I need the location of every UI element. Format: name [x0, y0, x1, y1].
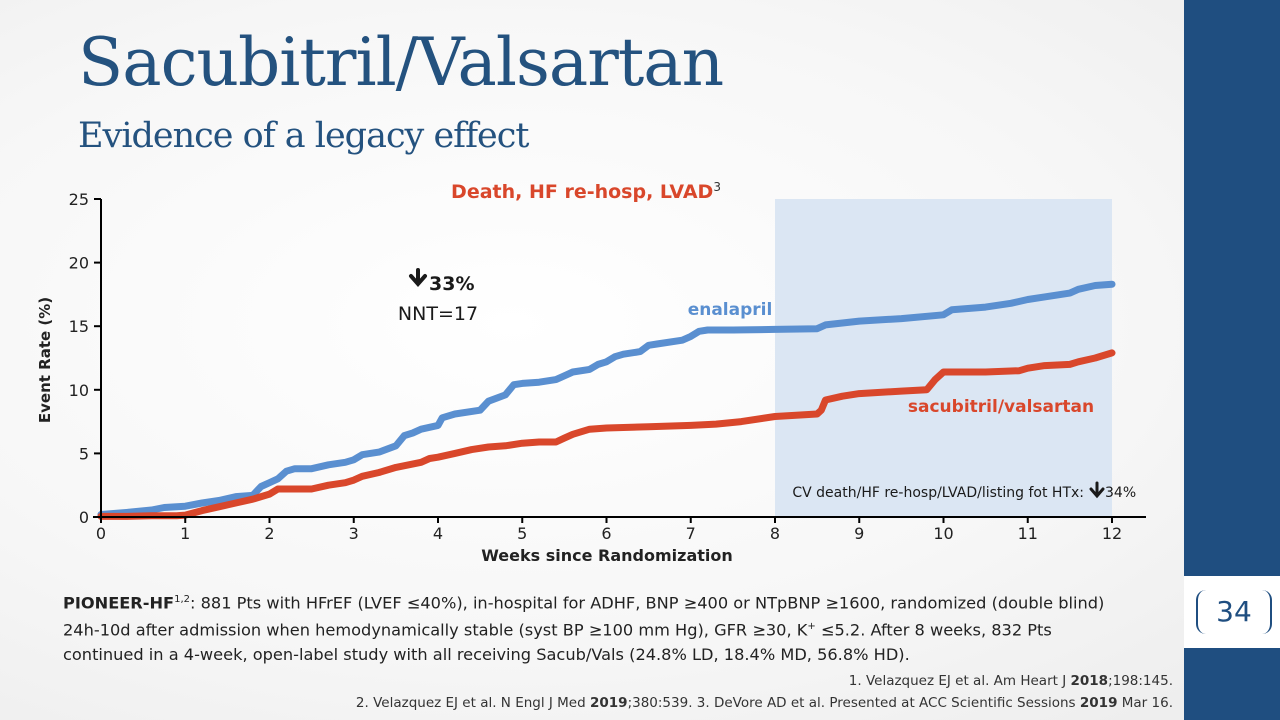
- x-tick-label: 5: [517, 524, 527, 543]
- reduction-value: 33%: [429, 273, 474, 295]
- references: 1. Velazquez EJ et al. Am Heart J 2018;1…: [356, 670, 1173, 714]
- nnt-value: NNT=17: [398, 303, 478, 325]
- x-tick-label: 4: [433, 524, 443, 543]
- description-line-1: : 881 Pts with HFrEF (LVEF ≤40%), in-hos…: [190, 593, 1105, 613]
- x-tick-label: 0: [96, 524, 106, 543]
- y-tick-label: 25: [69, 190, 89, 209]
- study-description: PIONEER-HF1,2: 881 Pts with HFrEF (LVEF …: [63, 588, 1173, 667]
- reduction-annotation: 33% NNT=17: [398, 268, 478, 325]
- description-line-2b: ≤5.2. After 8 weeks, 832 Pts: [815, 620, 1052, 640]
- x-tick-label: 6: [601, 524, 611, 543]
- series-line-enalapril: [97, 280, 1116, 518]
- cv-note-text: CV death/HF re-hosp/LVAD/listing fot HTx…: [792, 485, 1084, 501]
- down-arrow-icon: [409, 268, 427, 288]
- chart-title-superscript: 3: [713, 180, 721, 194]
- enalapril-label: enalapril: [688, 300, 773, 320]
- cv-note: CV death/HF re-hosp/LVAD/listing fot HTx…: [792, 481, 1136, 501]
- y-tick-label: 5: [79, 444, 89, 463]
- y-tick-label: 0: [79, 508, 89, 527]
- x-tick-label: 2: [264, 524, 274, 543]
- study-name: PIONEER-HF: [63, 593, 175, 613]
- x-axis-label: Weeks since Randomization: [481, 546, 733, 565]
- y-tick-label: 15: [69, 317, 89, 336]
- chart-title: Death, HF re-hosp, LVAD3: [451, 180, 721, 203]
- x-tick-label: 10: [933, 524, 953, 543]
- page-number: 34: [1196, 590, 1272, 634]
- x-tick-label: 3: [349, 524, 359, 543]
- open-label-period-shade: [775, 199, 1112, 517]
- y-tick-label: 20: [69, 254, 89, 273]
- down-arrow-icon: [1089, 481, 1105, 499]
- x-tick-label: 12: [1102, 524, 1122, 543]
- y-axis-label: Event Rate (%): [36, 297, 54, 423]
- page-number-box: [1184, 576, 1280, 648]
- sacubitril-label: sacubitril/valsartan: [908, 397, 1094, 417]
- study-refs: 1,2: [174, 594, 191, 605]
- x-tick-label: 1: [180, 524, 190, 543]
- series-line-sacubitril-valsartan: [97, 349, 1116, 520]
- x-tick-label: 8: [770, 524, 780, 543]
- cv-reduction-value: 34%: [1105, 485, 1136, 501]
- reference-2: 2. Velazquez EJ et al. N Engl J Med 2019…: [355, 695, 1173, 711]
- slide-title: Sacubitril/Valsartan: [78, 24, 724, 101]
- description-line-2a: 24h-10d after admission when hemodynamic…: [63, 620, 808, 640]
- x-tick-label: 11: [1018, 524, 1038, 543]
- potassium-sup: +: [807, 621, 816, 633]
- x-tick-label: 7: [686, 524, 696, 543]
- slide-subtitle: Evidence of a legacy effect: [78, 116, 529, 156]
- description-line-3: continued in a 4-week, open-label study …: [63, 644, 910, 664]
- y-tick-label: 10: [69, 381, 89, 400]
- reference-1: 1. Velazquez EJ et al. Am Heart J 2018;1…: [848, 673, 1173, 689]
- x-tick-label: 9: [854, 524, 864, 543]
